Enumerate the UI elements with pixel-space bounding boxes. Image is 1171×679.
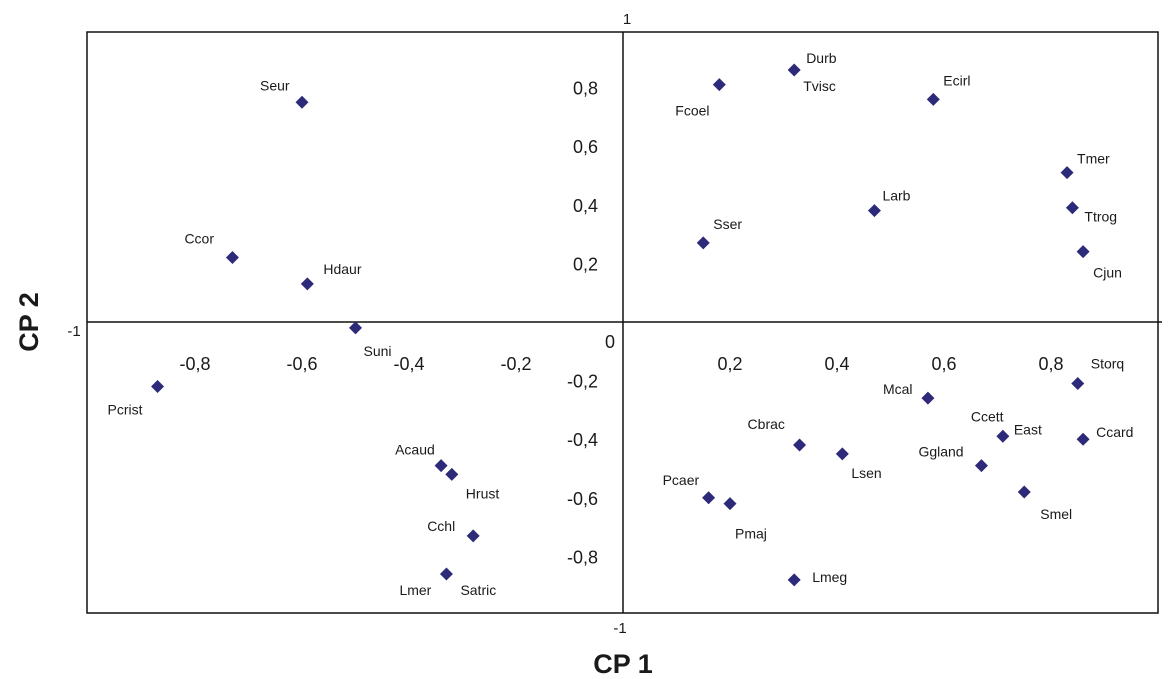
data-point-label: Sser bbox=[713, 216, 742, 232]
data-point-label: Cjun bbox=[1093, 265, 1122, 281]
y-tick-label: -0,6 bbox=[567, 489, 598, 509]
data-point-marker bbox=[867, 204, 881, 218]
data-point-label: Satric bbox=[460, 582, 496, 598]
data-point-label: Durb bbox=[806, 50, 837, 66]
data-point-marker bbox=[1060, 166, 1074, 180]
data-point-label: Lmer bbox=[399, 582, 431, 598]
axis-end-label-bottom: -1 bbox=[613, 620, 626, 637]
data-point-marker bbox=[1071, 377, 1085, 391]
x-tick-label: -0,4 bbox=[393, 354, 424, 374]
data-point-marker bbox=[1076, 432, 1090, 446]
x-tick-label: 0,2 bbox=[717, 354, 742, 374]
data-points: Seur Ccor Hdaur Suni Pcrist Acaud Hrust Cchl Lme… bbox=[108, 50, 1134, 598]
data-point-label: East bbox=[1014, 421, 1042, 437]
data-point-label: Pcaer bbox=[663, 472, 700, 488]
data-point-marker bbox=[439, 567, 453, 581]
data-point-label: Pcrist bbox=[108, 401, 143, 417]
x-tick-label: 0,4 bbox=[824, 354, 849, 374]
data-point-marker bbox=[787, 573, 801, 587]
data-point-label: Lsen bbox=[851, 465, 881, 481]
axis-end-label-left: -1 bbox=[67, 323, 80, 340]
y-tick-label: 0,8 bbox=[573, 79, 598, 99]
data-point-marker bbox=[835, 447, 849, 461]
data-point-marker bbox=[996, 429, 1010, 443]
y-tick-label: 0,2 bbox=[573, 254, 598, 274]
data-point-marker bbox=[225, 251, 239, 265]
data-point-label: Cchl bbox=[427, 518, 455, 534]
y-tick-label: 0,6 bbox=[573, 137, 598, 157]
y-tick-label: 0,4 bbox=[573, 196, 598, 216]
y-tick-label: -0,2 bbox=[567, 372, 598, 392]
data-point-label: Mcal bbox=[883, 381, 913, 397]
data-point-label: Ccard bbox=[1096, 424, 1133, 440]
data-point-label: Hrust bbox=[466, 485, 500, 501]
data-point-marker bbox=[921, 391, 935, 405]
data-point-marker bbox=[696, 236, 710, 250]
axis-end-label-top: 1 bbox=[623, 11, 631, 28]
data-point-marker bbox=[466, 529, 480, 543]
data-point-label: Hdaur bbox=[323, 261, 361, 277]
data-point-marker bbox=[445, 467, 459, 481]
data-point-marker bbox=[295, 95, 309, 109]
data-point-label: Pmaj bbox=[735, 526, 767, 542]
data-point-marker bbox=[1065, 201, 1079, 215]
data-point-label: Tvisc bbox=[803, 78, 836, 94]
data-point-label: Ecirl bbox=[943, 72, 970, 88]
data-point-marker bbox=[434, 459, 448, 473]
y-tick-labels: 0,8 0,6 0,4 0,2 -0,2 -0,4 -0,6 -0,8 bbox=[567, 79, 598, 568]
data-point-marker bbox=[1017, 485, 1031, 499]
data-point-label: Storq bbox=[1091, 356, 1124, 372]
data-point-marker bbox=[793, 438, 807, 452]
data-point-label: Cbrac bbox=[748, 416, 785, 432]
data-point-marker bbox=[787, 63, 801, 77]
y-axis-title: CP 2 bbox=[14, 292, 44, 352]
x-tick-label: -0,6 bbox=[286, 354, 317, 374]
x-tick-label: -0,2 bbox=[500, 354, 531, 374]
data-point-label: Ttrog bbox=[1084, 209, 1117, 225]
data-point-label: Ggland bbox=[918, 444, 963, 460]
data-point-marker bbox=[723, 497, 737, 511]
x-tick-labels: -0,8 -0,6 -0,4 -0,2 0,2 0,4 0,6 0,8 bbox=[179, 354, 1063, 374]
data-point-label: Ccett bbox=[971, 408, 1004, 424]
data-point-label: Suni bbox=[364, 343, 392, 359]
x-tick-label: -0,8 bbox=[179, 354, 210, 374]
data-point-marker bbox=[974, 459, 988, 473]
data-point-marker bbox=[349, 321, 362, 335]
data-point-marker bbox=[926, 92, 940, 106]
data-point-label: Tmer bbox=[1077, 151, 1110, 167]
data-point-marker bbox=[300, 277, 314, 291]
data-point-marker bbox=[151, 379, 165, 393]
data-point-label: Ccor bbox=[184, 231, 214, 247]
data-point-marker bbox=[1076, 245, 1090, 259]
data-point-label: Lmeg bbox=[812, 569, 847, 585]
y-tick-label: -0,8 bbox=[567, 547, 598, 567]
x-tick-label: 0,8 bbox=[1038, 354, 1063, 374]
data-point-label: Smel bbox=[1040, 506, 1072, 522]
y-tick-label: -0,4 bbox=[567, 430, 598, 450]
x-axis-title: CP 1 bbox=[593, 649, 653, 679]
x-tick-label: 0,6 bbox=[931, 354, 956, 374]
data-point-label: Acaud bbox=[395, 442, 435, 458]
data-point-marker bbox=[712, 78, 726, 92]
origin-label: 0 bbox=[605, 332, 615, 352]
data-point-label: Seur bbox=[260, 77, 290, 93]
data-point-label: Larb bbox=[882, 188, 910, 204]
data-point-marker bbox=[702, 491, 716, 505]
data-point-label: Fcoel bbox=[675, 103, 709, 119]
